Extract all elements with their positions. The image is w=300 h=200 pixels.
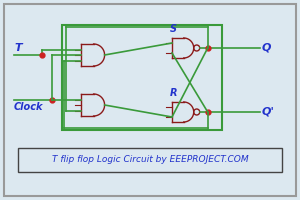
Text: Q: Q [262,43,272,53]
Text: Q': Q' [262,107,275,117]
FancyBboxPatch shape [4,4,296,196]
FancyBboxPatch shape [62,25,222,130]
Text: T: T [14,43,22,53]
FancyBboxPatch shape [18,148,282,172]
Text: R: R [170,88,178,98]
Text: S: S [170,24,177,34]
Text: Clock: Clock [14,102,44,112]
Text: T flip flop Logic Circuit by EEEPROJECT.COM: T flip flop Logic Circuit by EEEPROJECT.… [52,156,248,164]
